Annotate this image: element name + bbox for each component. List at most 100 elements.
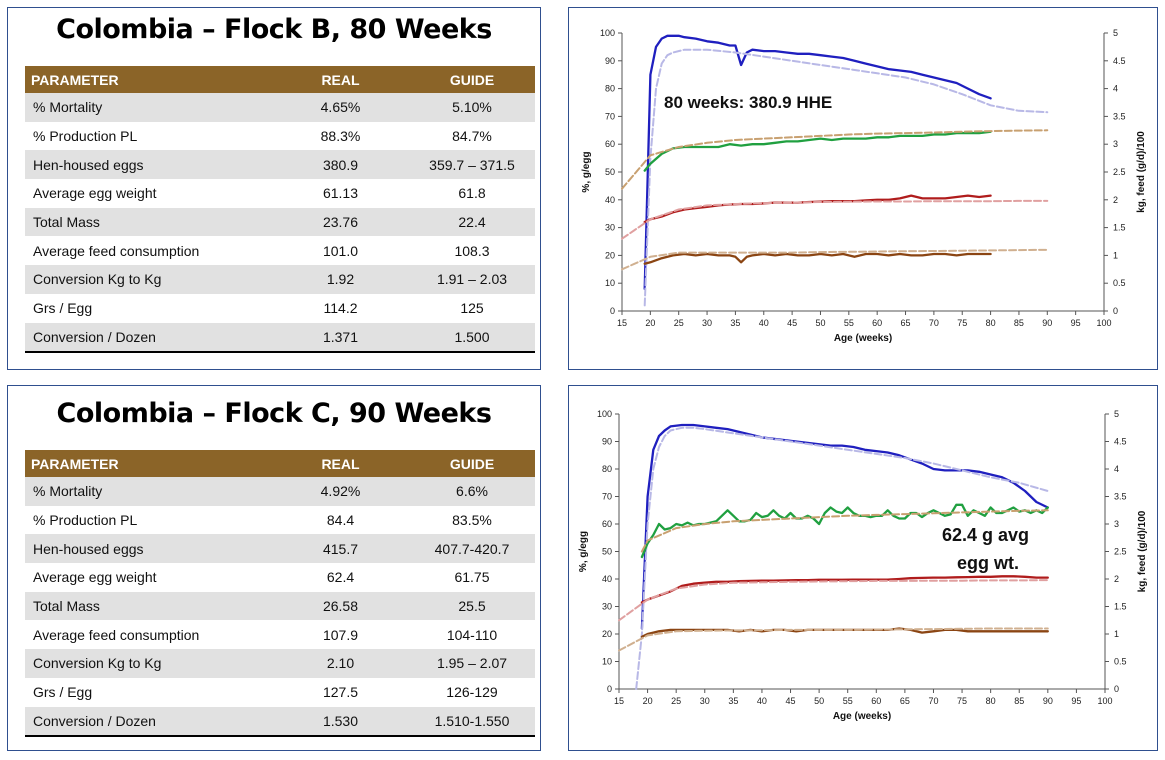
y-tick-label: 80 [602,464,612,474]
y2-tick-label: 3 [1113,139,1118,149]
table-row: Total Mass 23.76 22.4 [25,207,535,237]
line-chart-flock-c: 010203040506070809010000.511.522.533.544… [578,409,1148,722]
guide-value-cell: 125 [460,300,484,317]
x-tick-label: 95 [1071,696,1081,706]
table-row: Hen-housed eggs 380.9 359.7 – 371.5 [25,150,535,180]
parameter-cell: Conversion / Dozen [25,322,272,354]
guide-value-cell: 1.500 [409,322,535,354]
x-tick-label: 25 [671,696,681,706]
x-axis-label: Age (weeks) [833,711,891,722]
real-value-cell: 84.4 [326,512,355,529]
table-row: % Mortality 4.92% 6.6% [25,477,535,506]
y2-tick-label: 4 [1113,84,1118,94]
parameter-cell: Average feed consumption [33,626,200,643]
table-body: % Mortality 4.92% 6.6% % Production PL 84.4 8… [25,477,535,738]
real-value-cell: 380.9 [272,150,409,180]
x-tick-label: 85 [1014,696,1024,706]
guide-value-cell: 126-129 [446,684,498,701]
y-tick-label: 30 [605,223,615,233]
table-row: Average egg weight 61.13 61.8 [25,179,535,208]
y-tick-label: 10 [605,278,615,288]
parameter-cell: Grs / Egg [33,300,93,317]
guide-value-cell: 108.3 [454,242,490,259]
real-value-cell: 26.58 [272,591,409,621]
x-tick-label: 70 [929,318,939,328]
y-tick-label: 40 [602,574,612,584]
chart-annotation: egg wt. [957,553,1019,573]
actual-series-line [643,194,992,224]
table-row: % Production PL 88.3% 84.7% [25,122,535,151]
real-value-cell: 1.371 [272,322,409,354]
parameter-cell: % Production PL [33,128,138,145]
x-tick-label: 70 [928,696,938,706]
y2-tick-label: 3 [1114,519,1119,529]
y-tick-label: 10 [602,657,612,667]
x-tick-label: 50 [814,696,824,706]
x-tick-label: 75 [957,318,967,328]
guide-value-cell: 6.6% [409,477,535,506]
y-tick-label: 20 [602,629,612,639]
x-tick-label: 80 [986,318,996,328]
table-row: % Production PL 84.4 83.5% [25,506,535,535]
x-tick-label: 30 [702,318,712,328]
chart-annotation: 80 weeks: 380.9 HHE [664,93,832,112]
y2-tick-label: 4.5 [1114,437,1127,447]
parameter-table: PARAMETER REAL GUIDE % Mortality 4.92% 6.6… [25,450,535,738]
x-tick-label: 45 [787,318,797,328]
x-tick-label: 30 [700,696,710,706]
y-tick-label: 50 [602,547,612,557]
actual-series-line [643,130,992,172]
real-value-cell: 1.530 [272,706,409,738]
guide-value-cell: 84.7% [452,128,492,145]
y2-tick-label: 0 [1113,306,1118,316]
y2-tick-label: 0 [1114,684,1119,694]
x-tick-label: 20 [645,318,655,328]
guide-value-cell: 22.4 [409,207,535,237]
x-tick-label: 100 [1097,696,1112,706]
x-tick-label: 90 [1043,696,1053,706]
guide-value-cell: 1.95 – 2.07 [409,649,535,678]
real-value-cell: 62.4 [326,569,355,586]
y2-tick-label: 3.5 [1113,111,1126,121]
table-row: Conversion Kg to Kg 2.10 1.95 – 2.07 [25,649,535,678]
y2-tick-label: 5 [1114,409,1119,419]
table-row: Grs / Egg 127.5 126-129 [25,678,535,707]
y2-tick-label: 4 [1114,464,1119,474]
parameter-cell: Conversion Kg to Kg [25,265,272,294]
actual-series-line [640,575,1049,604]
x-tick-label: 45 [786,696,796,706]
table-body: % Mortality 4.65% 5.10% % Production PL 88.3… [25,93,535,354]
guide-series-line [618,627,1049,652]
x-tick-label: 55 [843,696,853,706]
x-tick-label: 35 [728,696,738,706]
y2-tick-label: 2.5 [1114,547,1127,557]
parameter-cell: Average egg weight [33,569,157,586]
real-value-cell: 107.9 [322,626,359,643]
x-tick-label: 65 [901,318,911,328]
real-value-cell: 114.2 [323,300,358,317]
x-tick-label: 35 [730,318,740,328]
y2-tick-label: 0.5 [1114,657,1127,667]
guide-series-line [643,48,1049,307]
real-value-cell: 88.3% [320,128,361,145]
x-tick-label: 25 [674,318,684,328]
x-tick-label: 60 [871,696,881,706]
y-tick-label: 20 [605,250,615,260]
y-tick-label: 100 [600,28,615,38]
x-tick-label: 85 [1014,318,1024,328]
guide-value-cell: 1.510-1.550 [409,706,535,738]
x-tick-label: 80 [986,696,996,706]
real-value-cell: 61.13 [322,185,359,202]
table-row: Average feed consumption 101.0 108.3 [25,236,535,265]
real-value-cell: 2.10 [272,649,409,678]
x-tick-label: 90 [1042,318,1052,328]
x-tick-label: 50 [815,318,825,328]
parameter-table: PARAMETER REAL GUIDE % Mortality 4.65% 5.1… [25,66,535,354]
parameter-cell: Average feed consumption [33,242,200,259]
parameter-cell: Hen-housed eggs [25,150,272,180]
y2-tick-label: 5 [1113,28,1118,38]
table-row: Grs / Egg 114.2 125 [25,294,535,323]
column-header-real: REAL [272,66,409,93]
y-tick-label: 50 [605,167,615,177]
table-row: Hen-housed eggs 415.7 407.7-420.7 [25,534,535,564]
